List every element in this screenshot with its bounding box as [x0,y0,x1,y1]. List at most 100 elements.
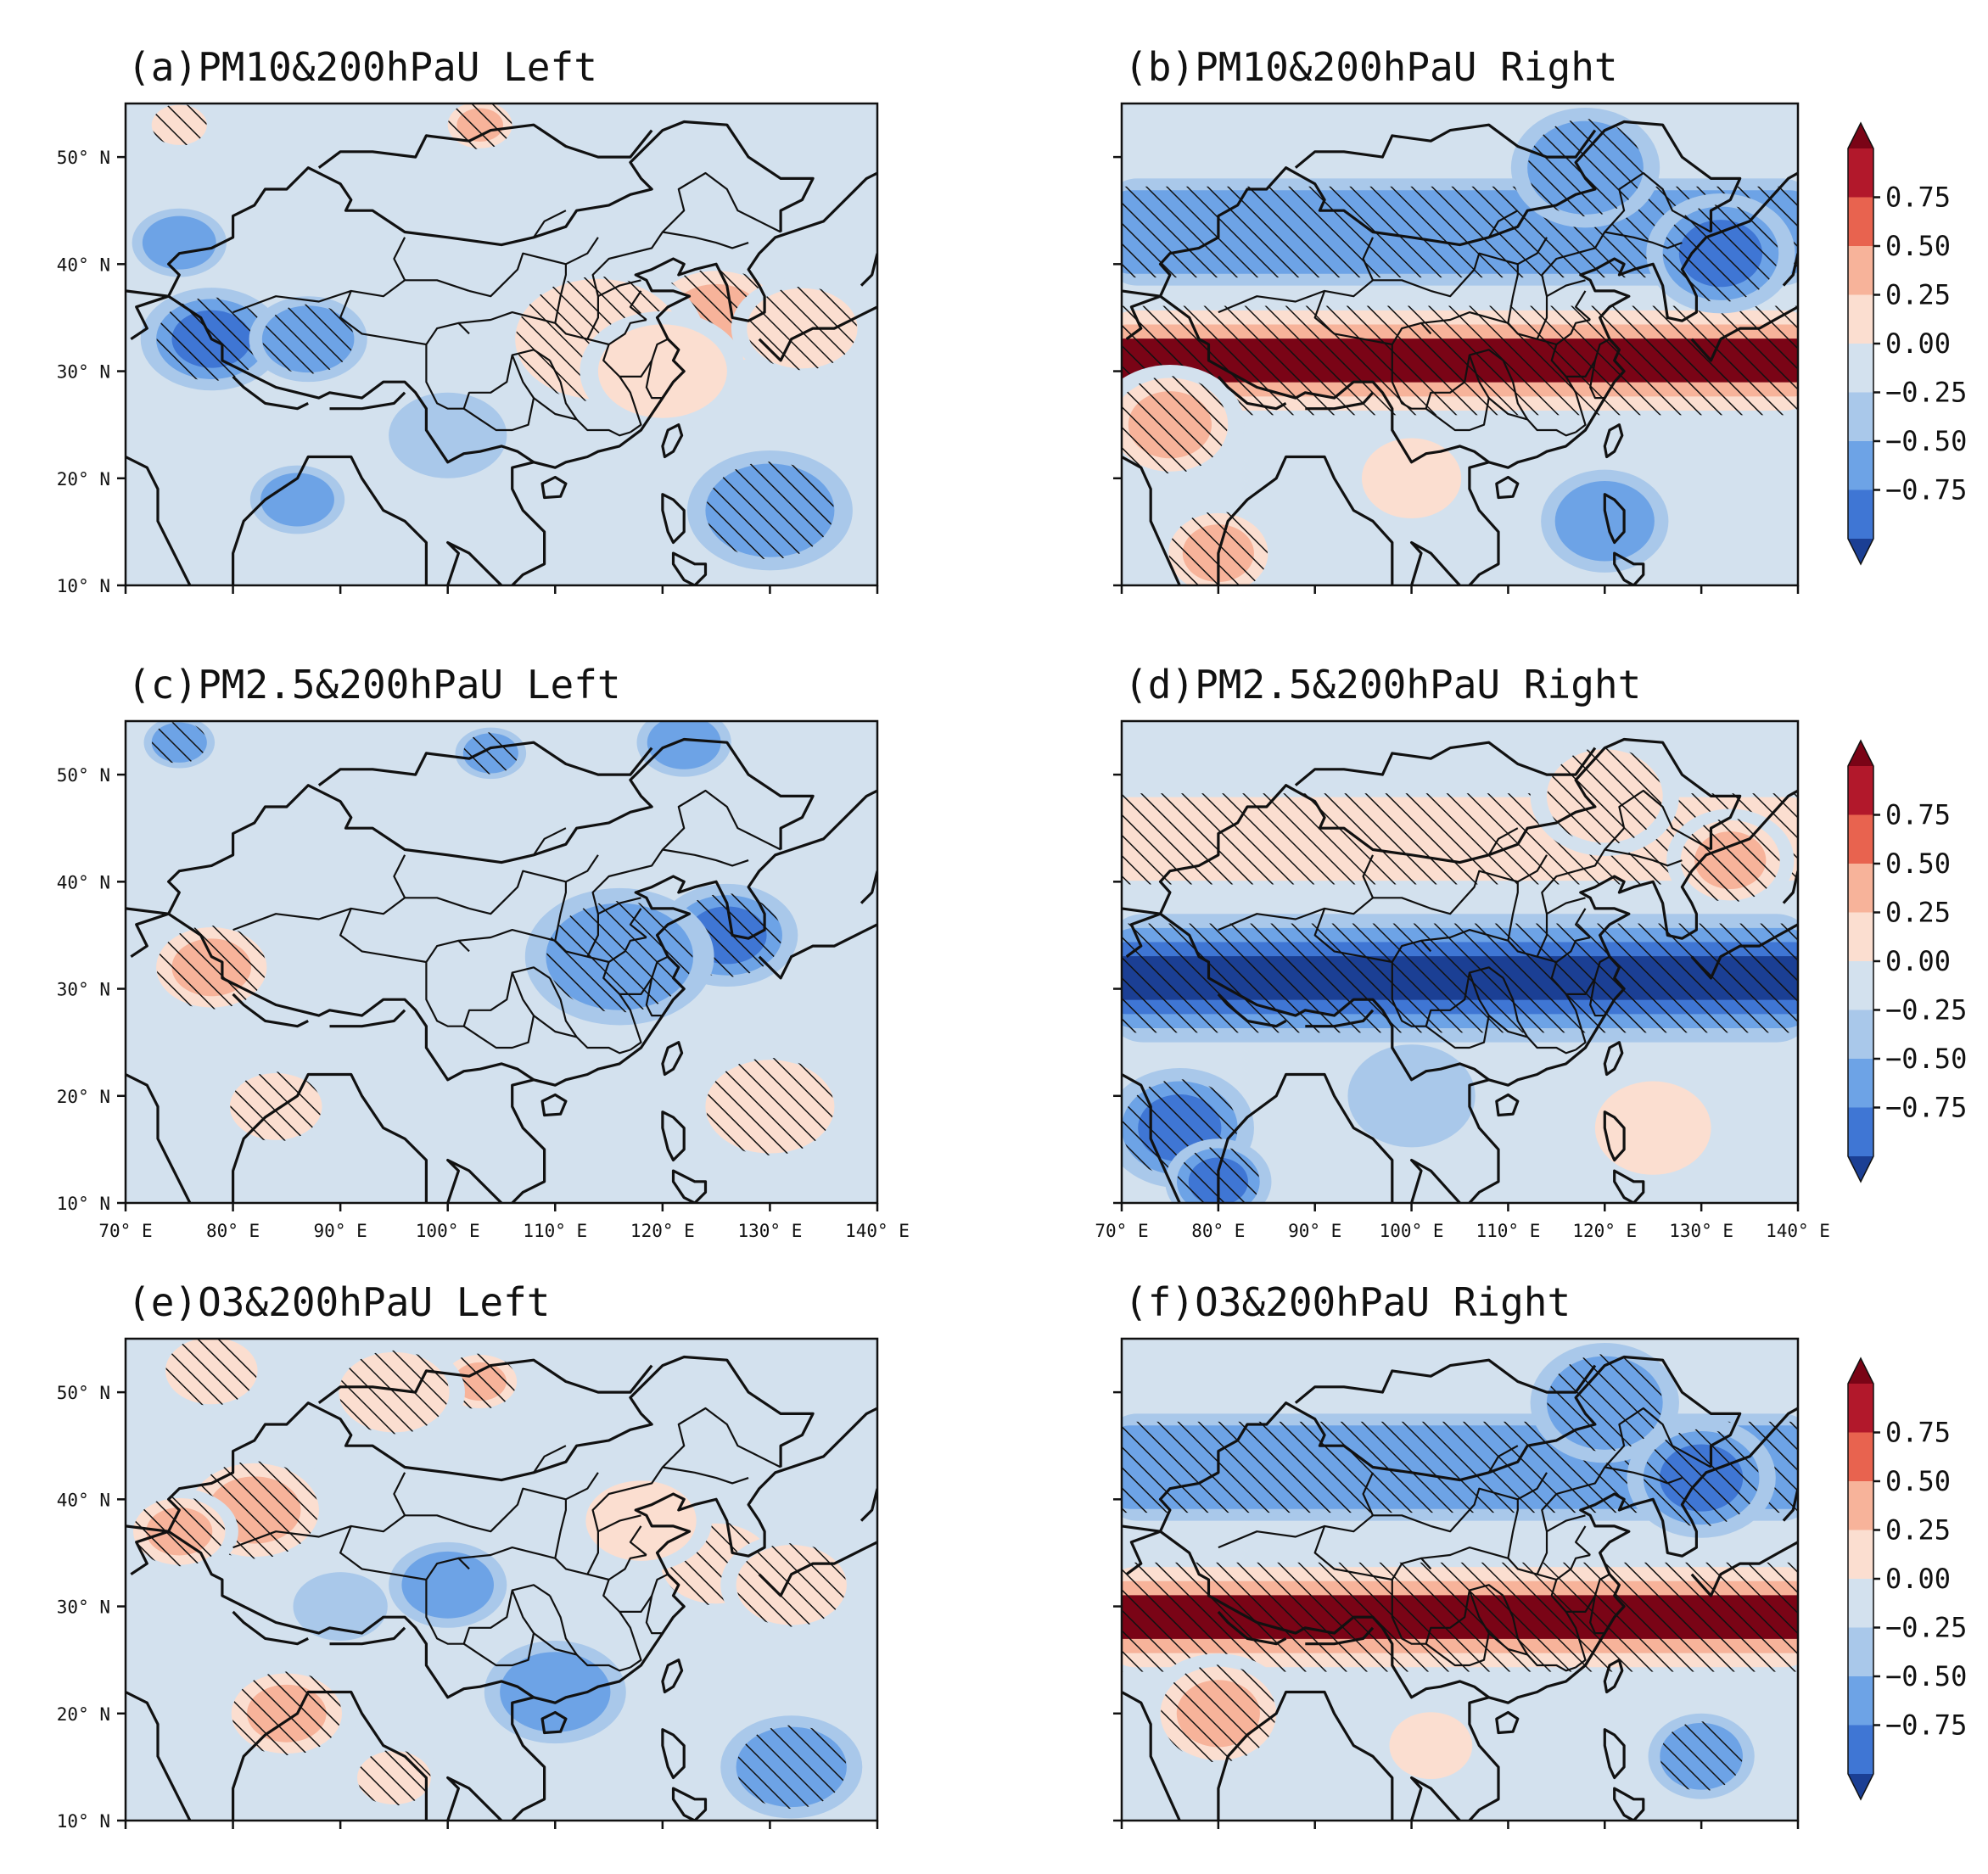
colorbar-tick-label: 0.50 [1885,847,1951,880]
island [661,493,686,545]
country-border [1217,993,1287,1028]
significance-hatch [1161,1664,1276,1763]
province-border [619,993,642,1051]
province-border [1536,1487,1576,1575]
y-tick-label: 50° N [57,1383,110,1403]
colorbar-segment [1848,766,1873,815]
coastline [232,1072,428,1203]
contour-blob [290,787,433,891]
province-border [393,854,406,898]
coastline [860,253,877,287]
x-tick-label: 80° E [206,1221,260,1241]
colorbar-tick-label: 0.00 [1885,1563,1951,1595]
significance-hatch [1663,204,1778,303]
province-border [468,854,599,915]
panel-e: 10° N 20° N 30° N 40° N 50° N [57,1337,879,1832]
country-border [167,1355,815,1532]
y-tick-label: 50° N [57,148,110,168]
y-tick-label: 20° N [57,1704,110,1725]
province-border [1420,929,1591,964]
province-border [1507,881,1519,941]
contour-blob [401,1551,495,1619]
country-border [126,1524,171,1576]
province-border [1604,1466,1683,1485]
country-border [317,741,653,786]
coastline [1468,171,1798,585]
significance-hatch [1122,1562,1798,1672]
province-border [549,1595,631,1672]
country-border [167,294,535,464]
colorbar-extend-bottom [1848,1156,1873,1182]
country-border [1158,737,1742,915]
island [1613,551,1645,585]
island [661,1110,686,1162]
province-border [1362,237,1375,281]
colorbar-segment [1848,814,1873,864]
country-border [1305,1009,1375,1028]
country-border [1305,391,1375,411]
country-border [167,737,815,915]
province-border [549,977,631,1054]
panel-a-title: (a)PM10&200hPaU Left [127,44,597,90]
y-tick-label: 10° N [57,576,110,596]
province-border [533,1015,577,1038]
province-border [425,344,551,410]
island [661,1728,686,1780]
significance-hatch [262,304,354,374]
colorbar-extend-top [1848,1358,1873,1384]
province-border [232,279,470,314]
coastline [126,456,192,585]
colorbar-outline [1847,1357,1874,1801]
colorbar-segment [1848,246,1873,295]
province-border [662,1466,749,1485]
province-border [1507,1499,1519,1558]
province-border [1546,897,1586,915]
country-border [232,375,309,411]
country-border [232,993,309,1028]
island [661,1659,684,1694]
x-tick-label: 130° E [737,1221,802,1241]
island [540,475,568,500]
coastline [126,1073,192,1203]
panel-d: 70° E 80° E 90° E 100° E 110° E 120° E 130° E 1… [1095,719,1830,1241]
province-border [468,1472,599,1533]
colorbar-segment [1848,1481,1873,1530]
map-outline [1122,120,1798,585]
significance-hatch [747,286,857,371]
coastline [232,1690,428,1821]
coastline [511,171,877,585]
coastline [860,870,877,904]
province-border [1313,1525,1432,1581]
island [661,423,684,459]
contour-blob [389,392,507,478]
colorbar-tick-label: −0.25 [1885,377,1967,409]
island [1495,1710,1520,1735]
colorbar-tick-label: 0.75 [1885,182,1951,214]
x-tick-label: 110° E [523,1221,587,1241]
province-border [1575,1525,1591,1556]
coastline [1690,923,1798,980]
significance-hatch [156,926,266,1010]
island [540,1710,568,1735]
colorbar-segment [1848,294,1873,344]
island [661,1041,684,1077]
province-border [339,290,470,346]
country-border [1158,120,1742,297]
province-border [468,237,599,298]
province-border [629,290,647,321]
province-border [1391,1580,1504,1645]
country-border [232,1610,309,1646]
colorbar-tick-label: −0.75 [1885,1709,1967,1742]
province-border [597,897,641,915]
coastline [1122,1691,1181,1821]
country-border [126,289,171,341]
colorbar-2: 0.75 0.50 0.25 0.00 −0.25 −0.50 −0.75 [1847,739,1967,1183]
province-border [1604,848,1683,867]
colorbar-segment [1848,1059,1873,1108]
coastline [1782,870,1798,904]
province-border [1507,264,1519,323]
colorbar-tick-label: 0.50 [1885,1465,1951,1497]
coastline [1690,1541,1798,1597]
panel-frame [124,102,879,587]
colorbar-segment [1848,1627,1873,1677]
